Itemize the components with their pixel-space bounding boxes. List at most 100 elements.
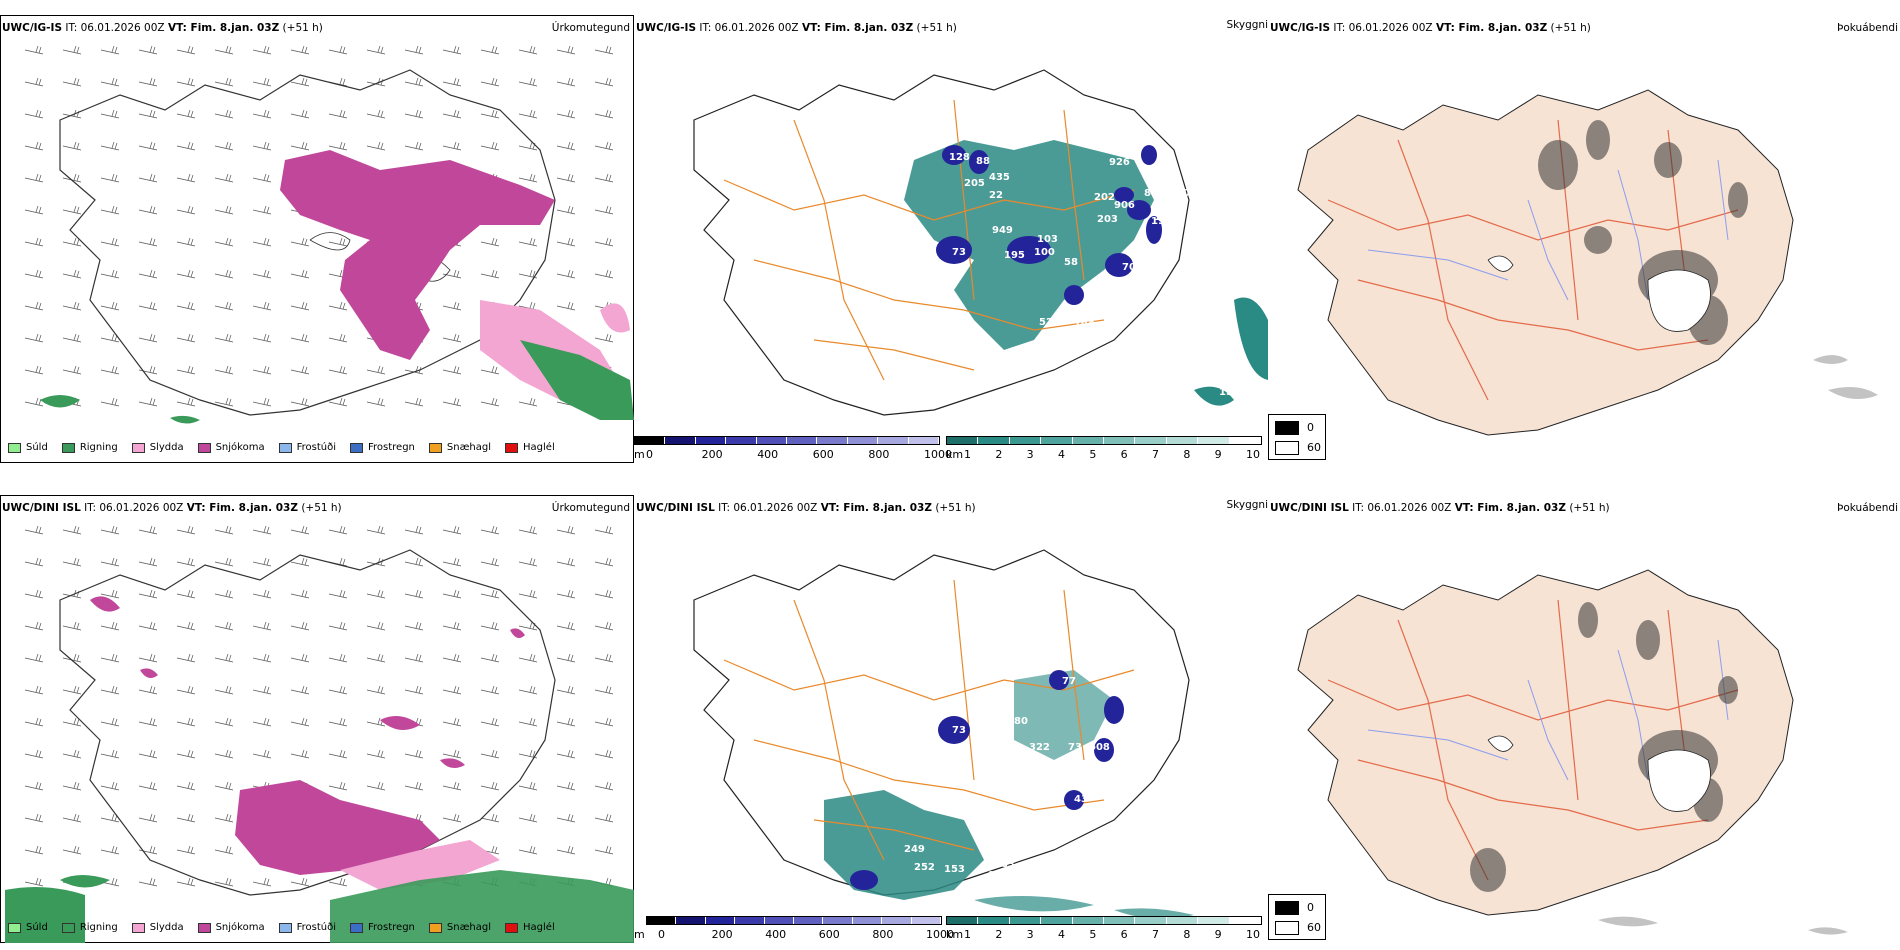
cloud-base-label: 80 xyxy=(1014,716,1028,727)
colorbar-segment xyxy=(1072,917,1105,924)
init-time: IT: 06.01.2026 00Z xyxy=(1352,502,1452,514)
cloud-base-label: 608 xyxy=(1089,742,1110,753)
colorbar-tick: 200 xyxy=(701,448,723,461)
rivers xyxy=(1367,159,1729,301)
fog-legend-box-2: 0 60 xyxy=(1268,894,1326,940)
lead-time: (+51 h) xyxy=(282,22,323,34)
legend-item: Rigning xyxy=(61,922,118,933)
vis-offshore xyxy=(974,896,1194,919)
colorbar-segment xyxy=(705,917,736,924)
colorbar-segment xyxy=(1135,437,1167,444)
fog-legend-white xyxy=(1275,441,1299,455)
fog-map-1 xyxy=(1297,89,1878,436)
colorbar-segment xyxy=(911,917,942,924)
colorbar-segment xyxy=(1104,917,1136,924)
iceland-outline xyxy=(59,549,556,896)
cloud-base-label: 146 xyxy=(1112,762,1133,773)
cloud-base-label: 322 xyxy=(1029,742,1050,753)
colorbar-tick: 5 xyxy=(1089,928,1097,941)
legend-swatch xyxy=(131,922,145,933)
cloud-base-label: 22 xyxy=(989,190,1003,201)
lead-time: (+51 h) xyxy=(301,502,342,514)
colorbar-tick: 7 xyxy=(1152,448,1159,461)
row2-panel2-header: UWC/DINI ISL IT: 06.01.2026 00Z VT: Fim.… xyxy=(636,501,976,515)
panel-title: Skyggni xyxy=(1226,19,1269,31)
model-name: UWC/IG-IS xyxy=(1270,22,1331,34)
legend-swatch xyxy=(428,922,442,933)
colorbar-segment xyxy=(823,917,853,924)
legend-item: Slydda xyxy=(131,442,184,453)
roads xyxy=(723,99,1135,381)
colorbar-segment xyxy=(1104,437,1136,444)
row1-panel3-header: UWC/IG-IS IT: 06.01.2026 00Z VT: Fim. 8.… xyxy=(1270,21,1591,35)
colorbar-tick: 200 xyxy=(711,928,733,941)
sleet-spot xyxy=(600,303,630,333)
cloud-base-label: 528 xyxy=(1039,317,1060,328)
colorbar-tick: 400 xyxy=(757,448,779,461)
colorbar-tick: 1 xyxy=(964,448,971,461)
colorbar-segment xyxy=(695,437,727,444)
cloud-base-label: 53 xyxy=(1024,864,1038,875)
legend-item: Súld xyxy=(8,442,48,453)
colorbar-tick: 9 xyxy=(1214,928,1222,941)
cloud-base-label: 203 xyxy=(1097,214,1118,225)
panel-title: Úrkomutegund xyxy=(551,22,630,34)
legend-label: Slydda xyxy=(149,442,184,453)
cloud-base-label: 270 xyxy=(1084,870,1105,881)
legend-swatch xyxy=(197,922,211,933)
legend-label: Súld xyxy=(26,442,48,453)
legend-item: Frostregn xyxy=(350,442,415,453)
fog-map-2 xyxy=(1297,569,1848,935)
visibility-colorbar-2: km 1 2 3 4 5 6 7 8 9 10 xyxy=(946,916,1266,946)
colorbar-segment xyxy=(947,917,979,924)
valid-time: VT: Fim. 8.jan. 03Z xyxy=(167,22,280,34)
colorbar-segment xyxy=(1166,917,1199,924)
cloud-base-label: 435 xyxy=(989,172,1010,183)
cloud-base-label: 85 xyxy=(1124,706,1138,717)
colorbar-tick: 8 xyxy=(1183,928,1191,941)
colorbar-segment xyxy=(676,917,706,924)
colorbar-tick: 3 xyxy=(1026,448,1034,461)
colorbar-segment xyxy=(947,437,979,444)
fog-legend-white xyxy=(1275,921,1299,935)
colorbar-tick: 6 xyxy=(1120,928,1128,941)
cloud-base-label: 252 xyxy=(914,862,935,873)
legend-label: Slydda xyxy=(149,922,184,933)
legend-item: Súld xyxy=(8,922,48,933)
valid-time: VT: Fim. 8.jan. 03Z xyxy=(186,502,298,514)
panel-title: Þokuábendi xyxy=(1837,502,1898,514)
cloud-base-label: 150 xyxy=(1219,387,1240,398)
colorbar-segment xyxy=(852,917,883,924)
visibility-scale xyxy=(946,916,1262,925)
colorbar-segment xyxy=(756,437,788,444)
cloud-base-label: 202 xyxy=(1094,192,1115,203)
colorbar-segment xyxy=(735,917,765,924)
colorbar-segment xyxy=(1166,437,1199,444)
colorbar-segment xyxy=(647,917,677,924)
row1-precip-type-panel: UWC/IG-IS IT: 06.01.2026 00Z VT: Fim. 8.… xyxy=(0,0,634,470)
iceland-land xyxy=(1297,569,1794,916)
cloud-base-label: 19 xyxy=(1154,212,1168,223)
colorbar-segment xyxy=(794,917,824,924)
legend-item: Frostúði xyxy=(278,442,336,453)
snow-spots xyxy=(90,596,525,769)
legend-label: Snæhagl xyxy=(446,442,492,453)
colorbar-tick: 800 xyxy=(872,928,894,941)
snow-area xyxy=(280,150,555,360)
model-name: UWC/DINI ISL xyxy=(1270,502,1349,514)
row2-fog-panel: UWC/DINI ISL IT: 06.01.2026 00Z VT: Fim.… xyxy=(1268,480,1900,950)
cloud-base-label: 249 xyxy=(904,844,925,855)
cloud-base-label: 15 xyxy=(1144,870,1158,881)
legend-label: Rigning xyxy=(79,442,118,453)
lead-time: (+51 h) xyxy=(1550,22,1591,34)
fog-legend-box-1: 0 60 xyxy=(1268,414,1326,460)
cloud-base-label: 18 xyxy=(1170,206,1184,217)
legend-item: Rigning xyxy=(61,442,118,453)
cloud-base-label: 957 xyxy=(988,870,1009,881)
row1-panel1-header: UWC/IG-IS IT: 06.01.2026 00Z VT: Fim. 8.… xyxy=(2,21,323,35)
colorbar-segment xyxy=(1072,437,1105,444)
legend-swatch xyxy=(278,442,292,453)
offshore-fog xyxy=(1813,355,1878,399)
valid-time: VT: Fim. 8.jan. 03Z xyxy=(1454,502,1566,514)
colorbar-segment xyxy=(847,437,879,444)
